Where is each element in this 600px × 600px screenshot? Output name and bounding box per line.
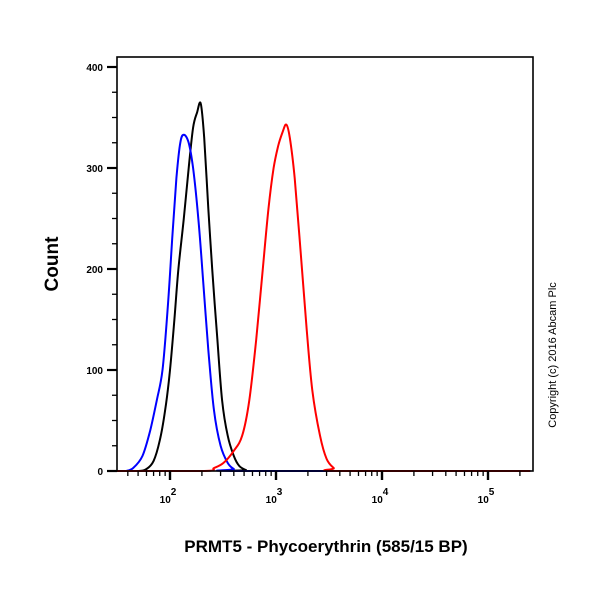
x-tick-label: 105: [478, 487, 495, 506]
y-tick-label: 400: [86, 63, 103, 74]
histogram-series-red: [117, 123, 531, 473]
histogram-series-blue: [117, 133, 531, 473]
y-tick-label: 100: [86, 366, 103, 377]
x-tick-label: 103: [266, 487, 283, 506]
plot-frame: [116, 56, 534, 472]
y-tick-label: 200: [86, 265, 103, 276]
x-axis: 102 103 104 105: [127, 471, 521, 506]
x-tick-label: 104: [372, 487, 389, 506]
y-axis-title: Count: [42, 236, 63, 292]
x-tick-label: 102: [160, 487, 177, 506]
copyright-annotation: Copyright (c) 2016 Abcam Plc: [547, 282, 559, 428]
histogram-curves: [117, 101, 531, 473]
x-axis-title: PRMT5 - Phycoerythrin (585/15 BP): [184, 537, 467, 556]
y-axis: 0 100 200 300 400: [86, 63, 117, 478]
y-tick-label: 0: [97, 467, 103, 478]
y-tick-label: 300: [86, 164, 103, 175]
histogram-series-black: [117, 101, 531, 473]
